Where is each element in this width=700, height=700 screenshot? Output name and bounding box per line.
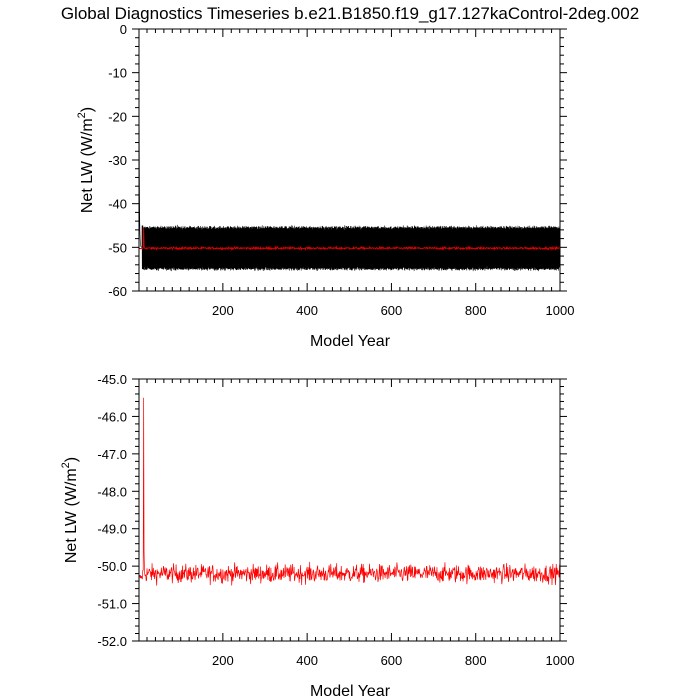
series-monthly-line (139, 29, 560, 272)
series-annual-mean-line (139, 397, 560, 586)
bottom-x-axis-label: Model Year (310, 683, 391, 700)
y-tick-label: -40 (108, 197, 127, 212)
figure-title: Global Diagnostics Timeseries b.e21.B185… (61, 4, 639, 23)
bottom-plot-frame (138, 378, 561, 642)
bottom-y-label-sup: 2 (60, 462, 72, 468)
y-tick-label: -46.0 (97, 409, 127, 424)
y-tick-label: -47.0 (97, 447, 127, 462)
x-tick-label: 600 (381, 653, 403, 668)
x-tick-label: 200 (212, 303, 234, 318)
top-panel: 200 400 600 800 1000 0 -10 -20 -30 -40 -50 -60 Mode… (76, 22, 574, 350)
top-y-label-main: Net LW (W/m (79, 118, 96, 213)
y-tick-label: -20 (108, 109, 127, 124)
y-tick-label: -52.0 (97, 634, 127, 649)
bottom-series-group (139, 397, 560, 586)
x-tick-label: 200 (212, 653, 234, 668)
x-tick-label: 800 (465, 303, 487, 318)
y-tick-label: -49.0 (97, 522, 127, 537)
y-tick-label: 0 (120, 22, 127, 37)
bottom-y-label-end: ) (63, 457, 80, 462)
y-tick-label: -60 (108, 284, 127, 299)
bottom-panel: 200 400 600 800 1000 -45.0 -46.0 -47.0 -48.0 -49.… (60, 372, 574, 700)
x-tick-label: 800 (465, 653, 487, 668)
top-ticks: 200 400 600 800 1000 0 -10 -20 -30 -40 -50 -60 (108, 22, 574, 318)
bottom-ticks: 200 400 600 800 1000 -45.0 -46.0 -47.0 -48.0 -49.… (97, 372, 574, 668)
top-x-axis-label: Model Year (310, 333, 391, 350)
y-tick-label: -48.0 (97, 484, 127, 499)
bottom-y-axis-label: Net LW (W/m2) (60, 457, 80, 563)
y-tick-label: -30 (108, 153, 127, 168)
y-tick-label: -50.0 (97, 559, 127, 574)
series-annual-mean-line-top (139, 227, 560, 252)
top-y-label-end: ) (79, 107, 96, 112)
top-y-label-sup: 2 (76, 112, 88, 118)
y-tick-label: -10 (108, 66, 127, 81)
top-y-axis-label: Net LW (W/m2) (76, 107, 96, 213)
x-tick-label: 1000 (546, 653, 575, 668)
top-series-group (139, 29, 560, 272)
y-tick-label: -50 (108, 240, 127, 255)
x-tick-label: 400 (296, 303, 318, 318)
y-tick-label: -51.0 (97, 597, 127, 612)
x-tick-label: 1000 (546, 303, 575, 318)
y-tick-label: -45.0 (97, 372, 127, 387)
x-tick-label: 400 (296, 653, 318, 668)
x-tick-label: 600 (381, 303, 403, 318)
bottom-y-label-main: Net LW (W/m (63, 468, 80, 563)
